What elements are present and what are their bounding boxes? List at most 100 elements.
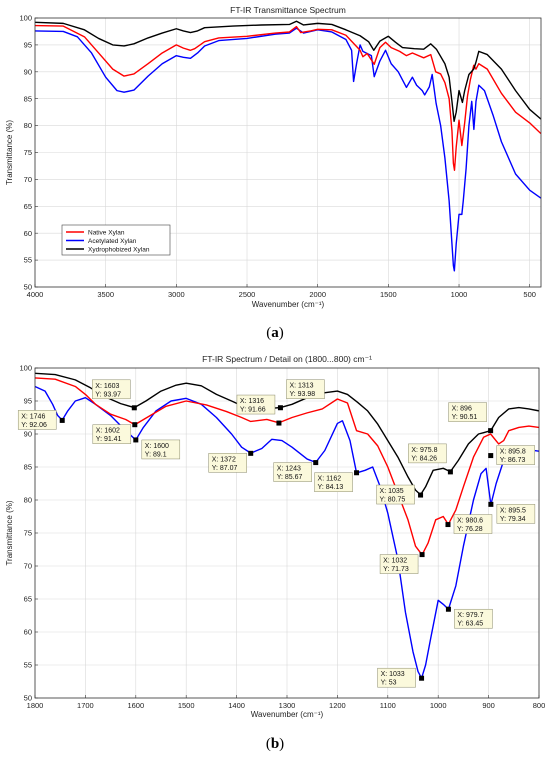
datatip-x-label: X: 1602 — [96, 428, 120, 435]
y-tick-label: 50 — [24, 283, 32, 292]
caption-paren-close: ) — [279, 736, 284, 752]
y-tick-label: 100 — [19, 14, 32, 23]
datatip-marker — [418, 492, 424, 498]
datatip-box — [286, 379, 325, 399]
caption-letter: b — [271, 736, 279, 752]
y-tick-label: 75 — [24, 148, 32, 157]
datatip-y-label: Y: 90.51 — [452, 414, 478, 421]
datatip-box — [92, 379, 131, 400]
datatip: X: 1035 Y: 80.75 — [376, 484, 424, 505]
datatip-x-label: X: 895.8 — [500, 449, 526, 456]
datatip-y-label: Y: 85.67 — [277, 474, 303, 481]
datatip-x-label: X: 1600 — [145, 443, 169, 450]
x-tick-label: 800 — [533, 701, 546, 710]
datatip-y-label: Y: 84.26 — [411, 455, 437, 462]
x-tick-label: 3500 — [97, 290, 114, 299]
caption-letter: a — [271, 325, 279, 341]
datatip-box — [376, 484, 415, 505]
x-axis-label: Wavenumber (cm⁻¹) — [251, 710, 324, 719]
datatip-box — [273, 462, 312, 482]
y-tick-label: 80 — [24, 121, 32, 130]
datatip-marker — [447, 469, 453, 475]
x-tick-label: 1500 — [178, 701, 195, 710]
datatip-y-label: Y: 84.13 — [318, 484, 344, 491]
datatip-box — [379, 554, 419, 574]
x-axis-label: Wavenumber (cm⁻¹) — [252, 300, 325, 309]
datatip-box — [314, 472, 353, 492]
caption-paren-open: ( — [266, 325, 271, 341]
datatip-marker — [354, 470, 360, 476]
datatip-y-label: Y: 87.07 — [212, 465, 238, 472]
y-axis-label: Transmittance (%) — [5, 500, 14, 565]
series-line-acetylated-xylan — [35, 385, 539, 679]
datatip-box — [141, 439, 181, 460]
datatip-marker — [277, 405, 283, 411]
x-tick-label: 1000 — [451, 290, 468, 299]
datatip: X: 1372 Y: 87.07 — [208, 450, 254, 473]
y-tick-label: 100 — [19, 364, 32, 373]
x-tick-label: 1000 — [430, 701, 447, 710]
chart-title: FT-IR Spectrum / Detail on (1800...800) … — [202, 354, 372, 364]
y-tick-label: 75 — [24, 529, 32, 538]
chart-panel-a: 4000 3500 3000 2500 2000 1500 1000 500 50 55 60 65 7… — [5, 5, 542, 341]
datatip-y-label: Y: 79.34 — [500, 516, 526, 523]
x-tick-label: 4000 — [27, 290, 44, 299]
series-line-acetylated-xylan — [35, 27, 541, 272]
datatip-y-label: Y: 80.75 — [380, 497, 406, 504]
datatip-marker — [445, 522, 451, 528]
x-tick-label: 1300 — [279, 701, 296, 710]
datatip-box — [377, 667, 416, 688]
datatip-box — [454, 608, 493, 629]
datatip-marker — [276, 420, 282, 426]
datatip-marker — [488, 453, 494, 459]
datatip: X: 980.6Y: 76.28 — [445, 514, 493, 534]
datatip: X: 895.8Y: 86.73 — [488, 445, 535, 465]
series-line-xydrophobized-xylan — [35, 20, 541, 122]
x-tick-label: 2000 — [309, 290, 326, 299]
y-tick-label: 55 — [24, 256, 32, 265]
datatip-marker — [445, 606, 451, 612]
datatip-x-label: X: 895.5 — [500, 507, 526, 514]
x-tick-label: 1500 — [380, 290, 397, 299]
legend-label-xydrophobized-xylan: Xydrophobized Xylan — [88, 246, 150, 253]
datatip-marker — [248, 450, 254, 456]
series-line-native-xylan — [35, 377, 539, 556]
x-tick-label: 1200 — [329, 701, 346, 710]
datatip-box — [92, 424, 132, 444]
datatip-box — [496, 504, 536, 524]
datatip-x-label: X: 896 — [452, 406, 472, 413]
datatip-box — [17, 410, 57, 430]
datatip: X: 979.7 Y: 63.45 — [445, 606, 493, 629]
datatip-y-label: Y: 92.06 — [21, 422, 47, 429]
datatip-x-label: X: 1316 — [240, 398, 264, 405]
datatip-y-label: Y: 93.98 — [289, 391, 315, 398]
x-tick-label: 500 — [523, 290, 536, 299]
y-tick-label: 50 — [24, 694, 32, 703]
datatip: X: 975.8Y: 84.26 — [408, 443, 453, 475]
datatip-box — [453, 514, 493, 534]
panel-caption: (a) — [266, 325, 284, 341]
datatip-marker — [131, 405, 137, 411]
y-tick-label: 65 — [24, 595, 32, 604]
datatip-x-label: X: 1033 — [381, 671, 405, 678]
datatip-marker — [133, 437, 139, 443]
x-tick-label: 3000 — [168, 290, 185, 299]
datatip: X: 895.5 Y: 79.34 — [488, 501, 536, 524]
y-tick-label: 60 — [24, 628, 32, 637]
datatip-y-label: Y: 91.66 — [240, 407, 266, 414]
y-tick-label: 55 — [24, 661, 32, 670]
panel-caption: (b) — [266, 736, 284, 752]
datatip-x-label: X: 975.8 — [411, 447, 437, 454]
y-tick-label: 65 — [24, 202, 32, 211]
datatip-marker — [313, 460, 319, 466]
y-tick-label: 90 — [24, 430, 32, 439]
datatip-marker — [59, 417, 65, 423]
caption-paren-close: ) — [279, 325, 284, 341]
datatip-box — [448, 402, 487, 422]
